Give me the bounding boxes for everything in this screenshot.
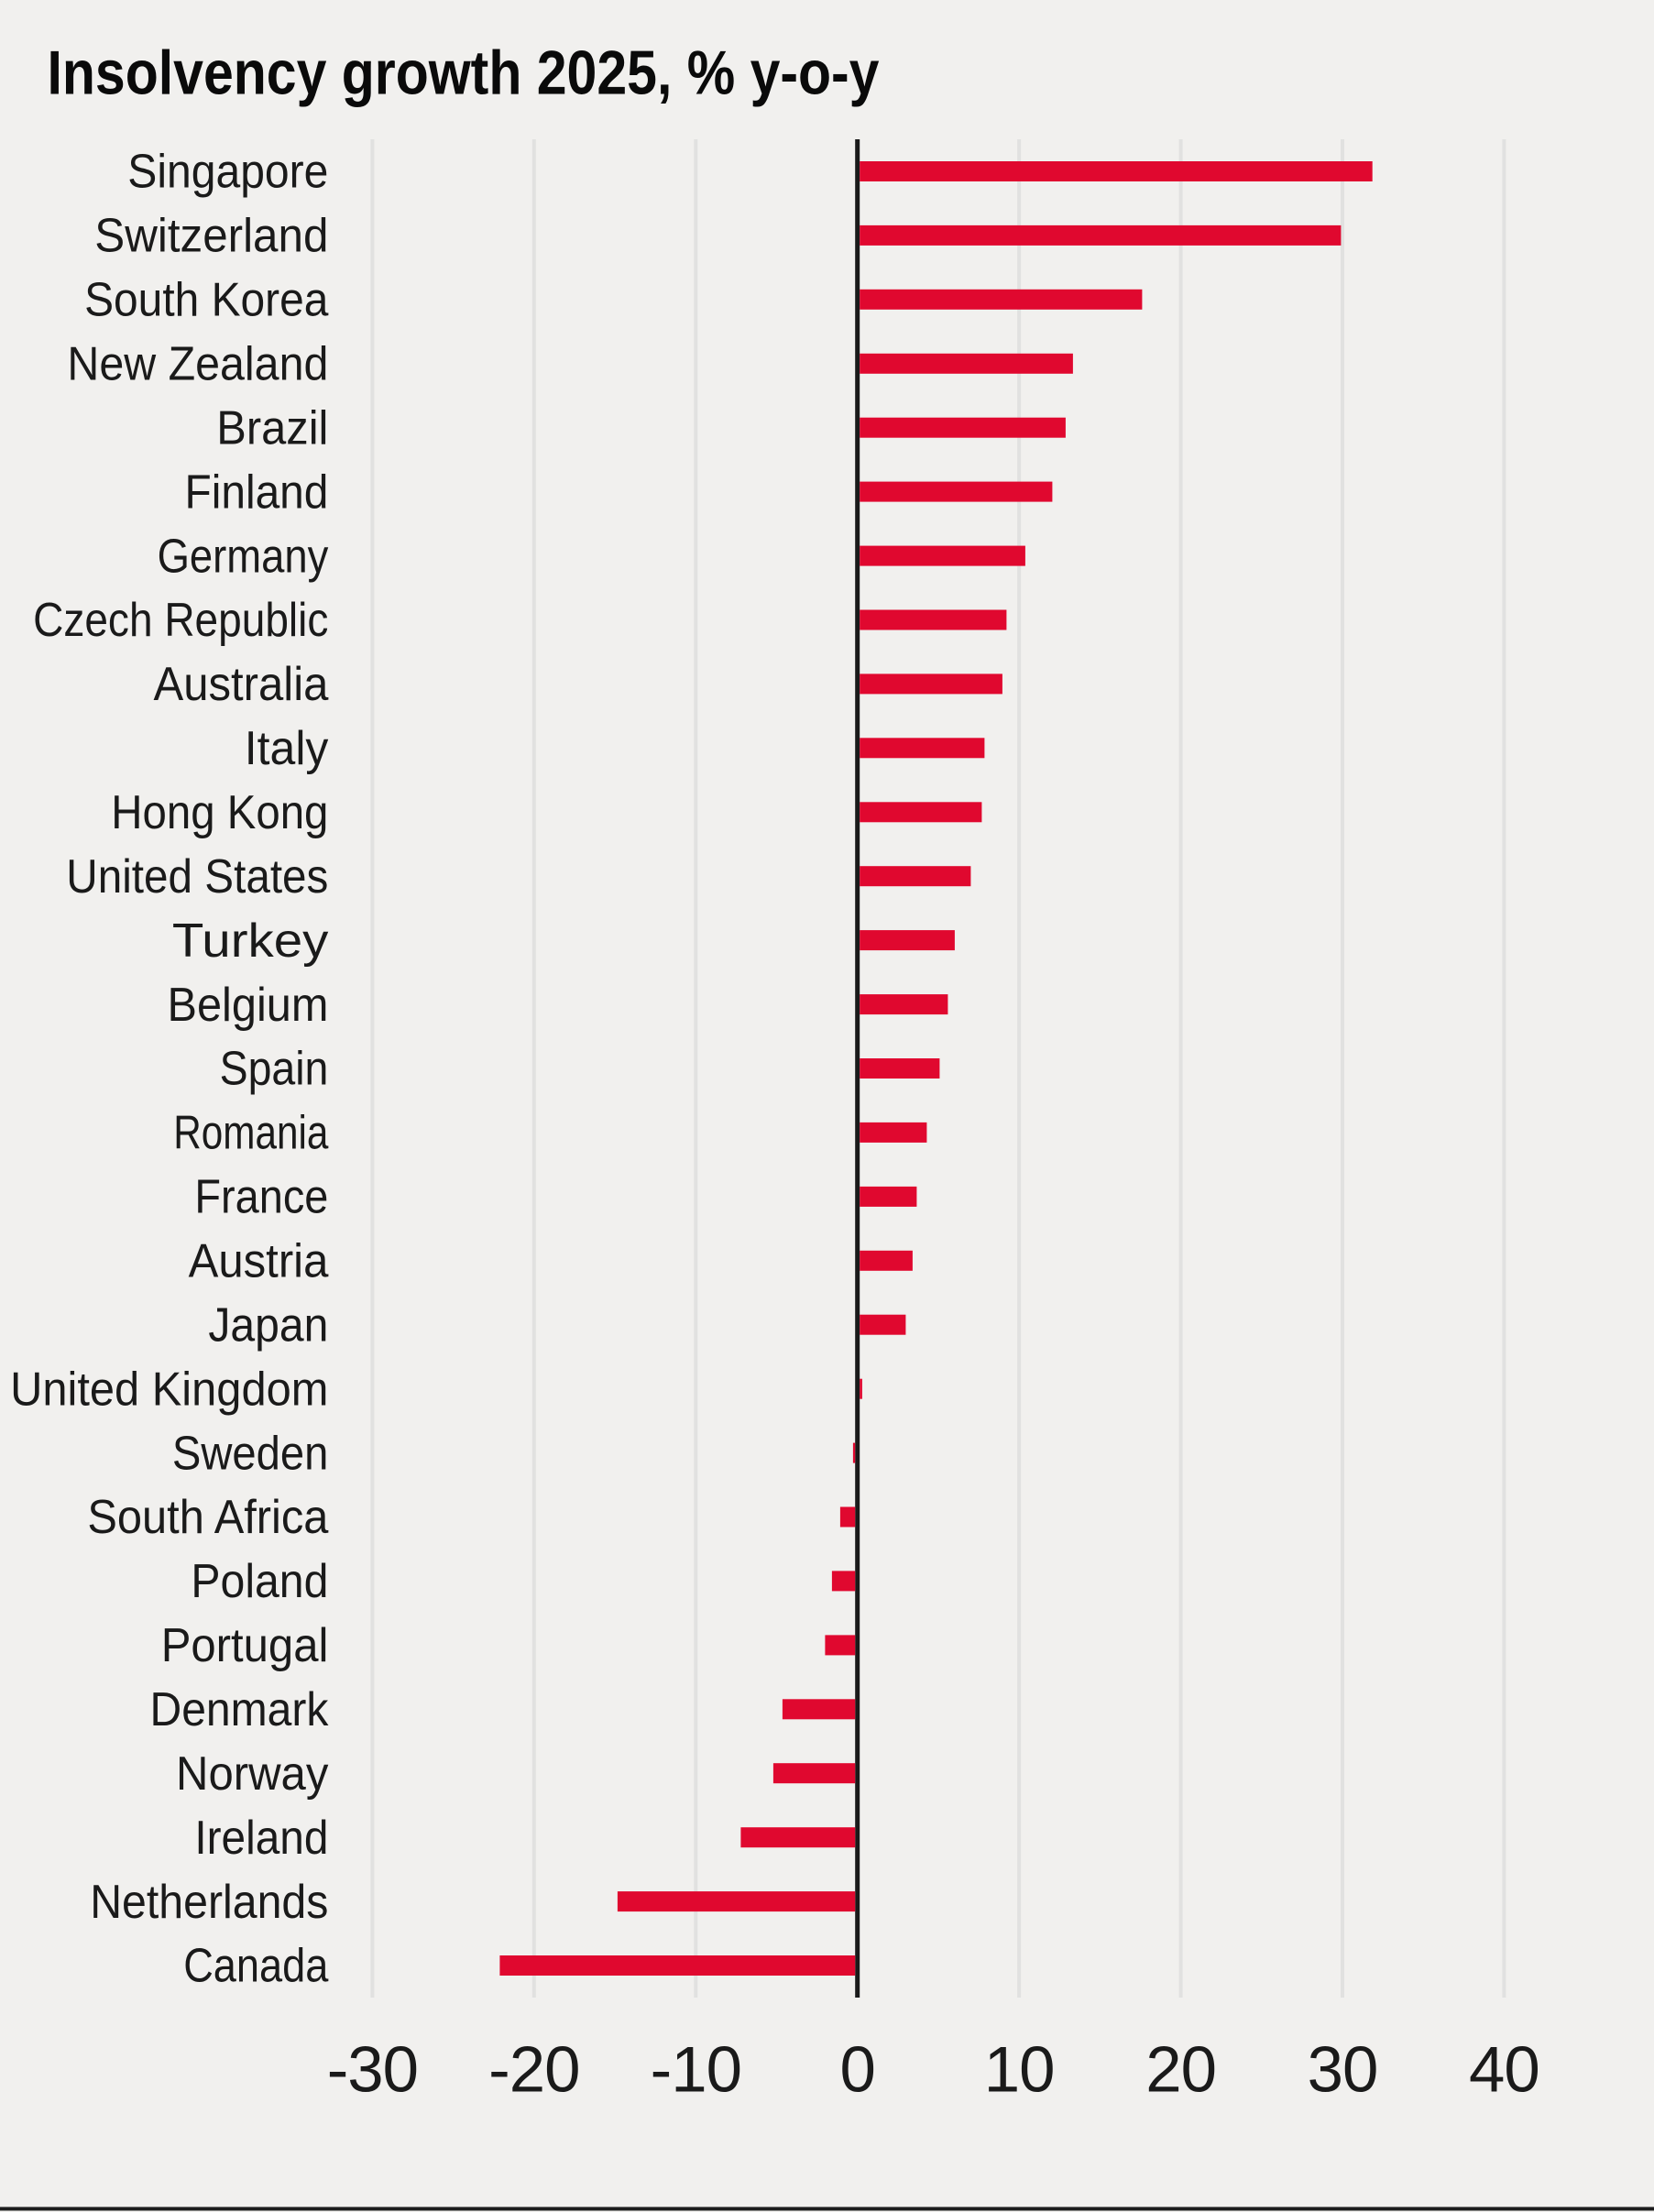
svg-text:Turkey: Turkey [172,914,329,967]
svg-text:Italy: Italy [245,721,329,774]
svg-text:Norway: Norway [176,1747,329,1800]
svg-text:Austria: Austria [189,1234,329,1287]
svg-text:Hong Kong: Hong Kong [111,785,328,838]
svg-text:Japan: Japan [208,1298,328,1351]
svg-text:20: 20 [1145,2033,1216,2106]
svg-text:Switzerland: Switzerland [94,209,328,262]
svg-text:Finland: Finland [185,465,329,518]
svg-text:10: 10 [984,2033,1055,2106]
svg-text:Brazil: Brazil [216,400,328,454]
svg-text:Belgium: Belgium [168,978,329,1031]
svg-text:Canada: Canada [183,1939,329,1992]
svg-text:Singapore: Singapore [127,145,328,198]
svg-text:-20: -20 [488,2033,579,2106]
svg-text:Sweden: Sweden [172,1426,329,1479]
svg-text:Poland: Poland [191,1554,328,1607]
svg-text:South Africa: South Africa [87,1490,328,1543]
svg-text:0: 0 [840,2033,875,2106]
svg-text:United States: United States [66,849,328,903]
svg-text:Spain: Spain [220,1042,329,1095]
svg-text:Australia: Australia [154,657,329,710]
svg-text:New Zealand: New Zealand [67,337,328,390]
svg-text:Ireland: Ireland [194,1811,328,1864]
svg-text:United Kingdom: United Kingdom [10,1362,328,1415]
svg-text:30: 30 [1308,2033,1378,2106]
svg-text:Romania: Romania [173,1106,328,1159]
svg-text:-10: -10 [651,2033,741,2106]
svg-text:-30: -30 [327,2033,418,2106]
svg-text:Insolvency growth 2025, % y-o-: Insolvency growth 2025, % y-o-y [48,38,880,107]
svg-text:Denmark: Denmark [150,1682,329,1736]
svg-text:South Korea: South Korea [84,273,329,326]
svg-text:Germany: Germany [158,529,329,582]
svg-text:40: 40 [1469,2033,1539,2106]
svg-text:France: France [194,1170,328,1223]
svg-text:Netherlands: Netherlands [90,1875,328,1928]
svg-text:Czech Republic: Czech Republic [33,593,328,646]
svg-text:Portugal: Portugal [161,1618,329,1671]
